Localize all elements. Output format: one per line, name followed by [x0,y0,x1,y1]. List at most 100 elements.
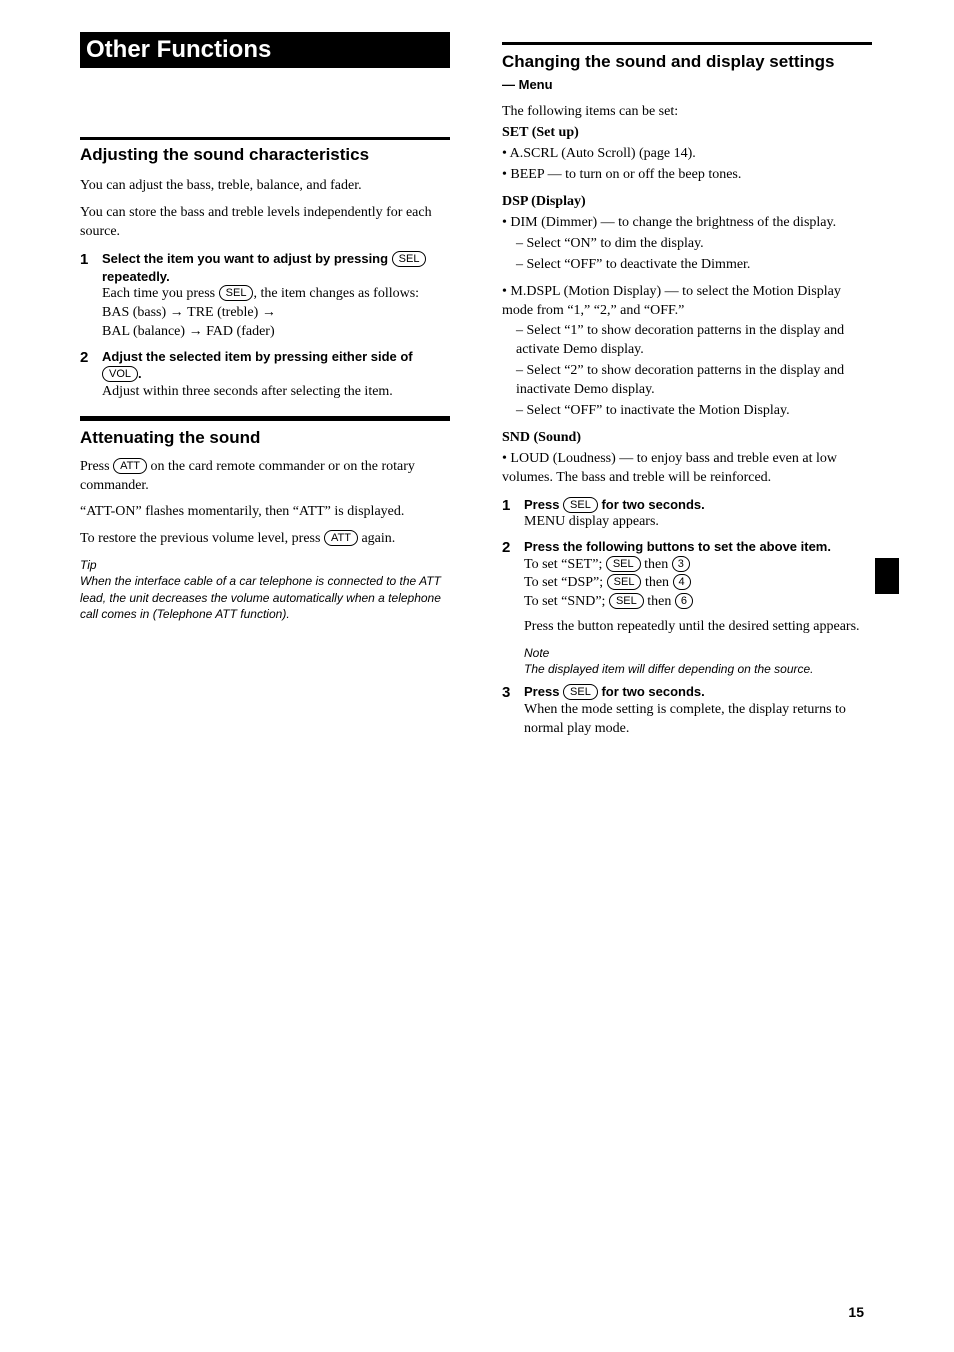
sec1-step1: 1 Select the item you want to adjust by … [80,250,450,342]
seq-item: BAL (balance) [102,324,185,339]
right-step2-tail: Press the button repeatedly until the de… [524,618,872,637]
sel-button-capsule: SEL [607,574,642,590]
right-column: Changing the sound and display settings … [502,32,872,745]
dsp-item-1: • DIM (Dimmer) — to change the brightnes… [502,214,872,233]
note-head: Note [524,645,872,661]
snd-head: SND (Sound) [502,429,872,448]
number-3-capsule: 3 [672,556,690,572]
right-sec1-title: Changing the sound and display settings [502,51,872,74]
right-step1-head: Press SEL for two seconds. [524,496,872,514]
right-step2-note: Note The displayed item will differ depe… [524,645,872,677]
step-number: 2 [502,538,524,677]
text: To restore the previous volume level, pr… [80,531,324,546]
tip-head: Tip [80,557,450,573]
text: then [641,575,672,590]
text: Press [524,684,563,699]
text: Select the item you want to adjust by pr… [102,251,392,266]
header-bar-other-functions: Other Functions [80,32,450,68]
right-step2-row-snd: To set “SND”; SEL then 6 [524,593,872,612]
number-6-capsule: 6 [675,593,693,609]
sec1-step2-body: Adjust within three seconds after select… [102,383,450,402]
right-step1-body: MENU display appears. [524,513,872,532]
text: M.DSPL (Motion Display) — to select the … [502,284,841,318]
right-step3-body: When the mode setting is complete, the d… [524,701,872,739]
sec2-title: Attenuating the sound [80,427,450,450]
text: , the item changes as follows: [253,286,419,301]
page-number: 15 [848,1303,864,1322]
rule-above-sec2 [80,416,450,421]
right-step2-row-dsp: To set “DSP”; SEL then 4 [524,574,872,593]
att-button-capsule: ATT [324,530,358,546]
sel-button-capsule: SEL [392,251,427,267]
tip-body: When the interface cable of a car teleph… [80,573,450,622]
dsp-head: DSP (Display) [502,193,872,212]
text: for two seconds. [598,497,705,512]
arrow-icon: → [262,305,276,320]
rule-above-sec1 [80,137,450,140]
text: DIM (Dimmer) — to change the brightness … [510,215,836,230]
right-sec1-sub: — Menu [502,76,872,94]
note-body: The displayed item will differ depending… [524,661,872,677]
sec1-intro1: You can adjust the bass, treble, balance… [80,177,450,196]
items-intro: The following items can be set: [502,103,872,122]
left-column: Other Functions Adjusting the sound char… [80,32,450,745]
text: To set “SND”; [524,594,609,609]
text: then [641,557,672,572]
dsp-item-2b: – Select “2” to show decoration patterns… [502,362,872,400]
step-number: 1 [80,250,102,342]
tip-block: Tip When the interface cable of a car te… [80,557,450,622]
sel-button-capsule: SEL [563,684,598,700]
dsp-item-1b: – Select “OFF” to deactivate the Dimmer. [502,256,872,275]
sec1-step1-head: Select the item you want to adjust by pr… [102,250,450,285]
text: for two seconds. [598,684,705,699]
text: Press [524,497,563,512]
sec2-para2: “ATT-ON” flashes momentarily, then “ATT”… [80,503,450,522]
sec1-step1-body1: Each time you press SEL, the item change… [102,285,450,304]
dsp-item-2: • M.DSPL (Motion Display) — to select th… [502,283,872,321]
right-step3: 3 Press SEL for two seconds. When the mo… [502,683,872,738]
sel-button-capsule: SEL [563,497,598,513]
text: then [644,594,675,609]
right-step2: 2 Press the following buttons to set the… [502,538,872,677]
text: To set “DSP”; [524,575,607,590]
step-number: 1 [502,496,524,532]
number-4-capsule: 4 [673,574,691,590]
att-button-capsule: ATT [113,458,147,474]
snd-item-1: • LOUD (Loudness) — to enjoy bass and tr… [502,450,872,488]
text: SND (Sound) [502,430,581,445]
right-step2-row-set: To set “SET”; SEL then 3 [524,556,872,575]
text: BEEP — to turn on or off the beep tones. [510,167,741,182]
step-number: 2 [80,348,102,402]
sel-button-capsule: SEL [606,556,641,572]
sec1-intro2: You can store the bass and treble levels… [80,204,450,242]
text: LOUD (Loudness) — to enjoy bass and treb… [502,451,837,485]
right-step3-head: Press SEL for two seconds. [524,683,872,701]
sec1-step2-head: Adjust the selected item by pressing eit… [102,348,450,383]
sec1-step2: 2 Adjust the selected item by pressing e… [80,348,450,402]
sec2-para3: To restore the previous volume level, pr… [80,530,450,549]
sec2-para1: Press ATT on the card remote commander o… [80,458,450,496]
text: repeatedly. [102,269,170,284]
seq-item: BAS (bass) [102,305,166,320]
right-step1: 1 Press SEL for two seconds. MENU displa… [502,496,872,532]
set-head: SET (Set up) [502,124,872,143]
vol-button-capsule: VOL [102,366,138,382]
sec1-step1-seq: BAS (bass) → TRE (treble) → BAL (balance… [102,304,450,342]
sel-button-capsule: SEL [219,285,254,301]
seq-item: TRE (treble) [187,305,258,320]
sec1-title: Adjusting the sound characteristics [80,144,450,167]
text: DSP (Display) [502,194,586,209]
page-edge-tab [875,558,899,594]
rule-above-right-sec1 [502,42,872,45]
seq-item: FAD (fader) [206,324,275,339]
text: Each time you press [102,286,219,301]
text: To set “SET”; [524,557,606,572]
step-number: 3 [502,683,524,738]
set-item-1: • A.SCRL (Auto Scroll) (page 14). [502,145,872,164]
set-item-2: • BEEP — to turn on or off the beep tone… [502,166,872,185]
text: . [138,366,142,381]
arrow-icon: → [189,324,207,339]
dsp-item-2c: – Select “OFF” to inactivate the Motion … [502,402,872,421]
text: Adjust the selected item by pressing eit… [102,349,413,364]
sel-button-capsule: SEL [609,593,644,609]
